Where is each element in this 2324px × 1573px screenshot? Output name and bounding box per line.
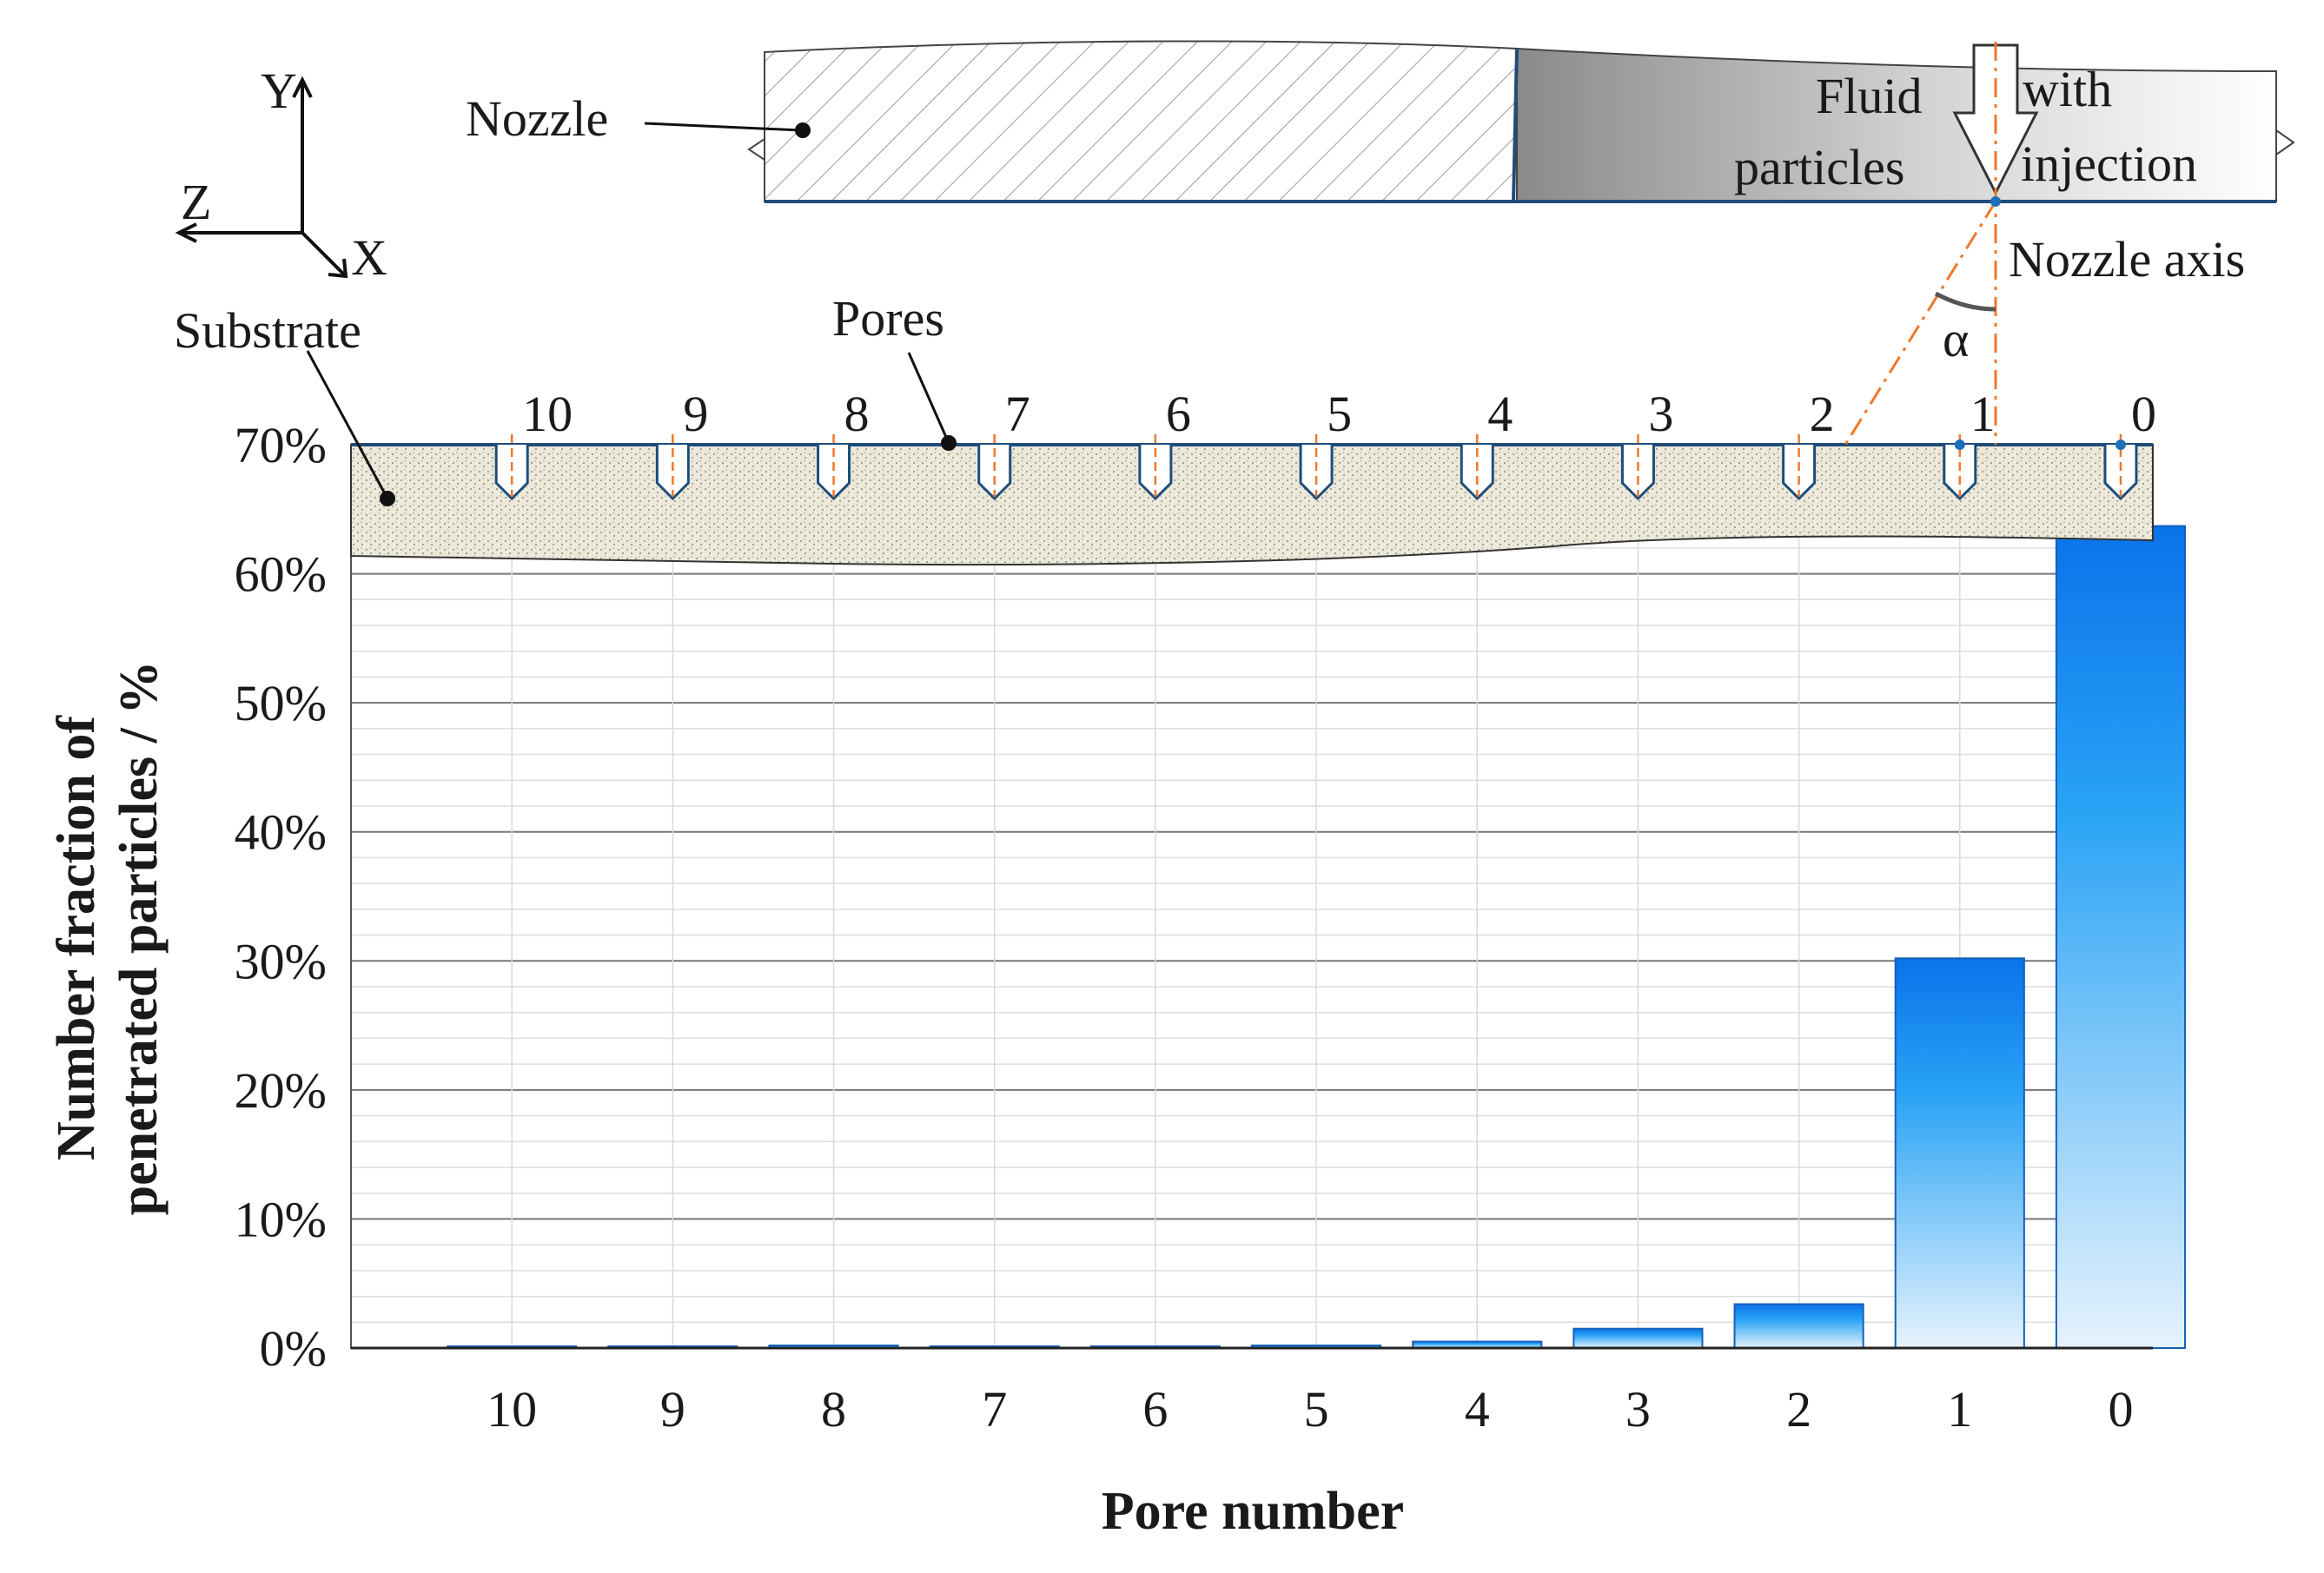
pores-row: [494, 434, 2138, 501]
x-tick-label: 8: [821, 1381, 846, 1438]
x-tick-label: 6: [1142, 1381, 1168, 1438]
axis-label-x: X: [351, 229, 387, 286]
axis-label-y: Y: [261, 63, 297, 119]
x-tick-label: 2: [1786, 1381, 1811, 1438]
bar-pore-0: [2055, 525, 2187, 1349]
y-tick-label: 70%: [235, 417, 327, 473]
bar-pore-1: [1894, 957, 2025, 1350]
pores-label: Pores: [832, 290, 944, 347]
pore-9: [655, 445, 690, 501]
x-tick-label: 0: [2108, 1381, 2133, 1438]
pore-0: [2103, 445, 2138, 501]
nozzle-label: Nozzle: [466, 90, 608, 147]
pore-number-label: 2: [1810, 386, 1835, 442]
pore-1: [1943, 445, 1977, 501]
pore-10: [494, 445, 529, 501]
angle-alpha-label: α: [1943, 311, 1969, 367]
x-arrow-icon: [301, 231, 346, 276]
nozzle-axis: [1844, 42, 2001, 446]
nozzle-leader: [644, 122, 802, 132]
y-tick-label: 60%: [235, 546, 327, 603]
substrate-body: [350, 444, 2154, 565]
bar-pore-2: [1733, 1303, 1864, 1350]
fluid-label-line-1: Fluid: [1816, 68, 1923, 124]
x-tick-label: 3: [1625, 1381, 1651, 1438]
x-tick-labels: 10 9 8 7 6 5 4 3 2 1 0: [487, 1381, 2133, 1438]
pore-number-label: 6: [1166, 386, 1191, 442]
pore-number-label: 8: [844, 386, 870, 442]
pore-number-label: 5: [1327, 386, 1352, 442]
pore-number-label: 0: [2131, 386, 2156, 442]
pore-number-label: 9: [683, 386, 708, 442]
substrate: 10 9 8 7 6 5 4 3 2 1 0: [350, 386, 2156, 565]
pore-number-label: 1: [1970, 386, 1996, 442]
y-axis-title-line-2: penetrated particles / %: [109, 661, 169, 1216]
nozzle-shaded-section: [1516, 47, 2277, 202]
injection-label-line-2: injection: [2021, 135, 2197, 192]
nozzle-shade-boundary: [1512, 48, 1519, 202]
pore-2: [1782, 445, 1817, 501]
y-tick-label: 20%: [235, 1062, 327, 1119]
pore-8: [817, 445, 851, 501]
y-tick-label: 30%: [235, 933, 327, 989]
injection-label-line-1: with: [2023, 61, 2112, 117]
axis-label-z: Z: [181, 174, 211, 230]
angle-arc-icon: [1934, 291, 1996, 312]
bar-series: [447, 525, 2187, 1350]
nozzle-break-icon-right: [2275, 129, 2295, 155]
nozzle-axis-point: [1990, 196, 2001, 207]
pore-inlet-point: [2115, 440, 2126, 450]
plot-area: 0%10%20%30%40%50%60%70% 10 9 8 7 6 5 4 3 2 1 0: [235, 417, 2187, 1438]
y-tick-label: 40%: [235, 804, 327, 861]
pore-number-label: 3: [1648, 386, 1673, 442]
pores-leader: [907, 352, 950, 444]
x-tick-label: 4: [1465, 1381, 1490, 1438]
x-tick-label: 1: [1947, 1381, 1972, 1438]
leader-lines: [306, 122, 950, 499]
coordinate-axes: [175, 76, 348, 279]
vertical-gridlines: [511, 445, 2122, 1348]
x-tick-label: 5: [1304, 1381, 1329, 1438]
bar-pore-3: [1573, 1327, 1704, 1349]
pore-6: [1138, 445, 1173, 501]
nozzle-hatched-section: [764, 40, 1518, 202]
x-tick-label: 10: [487, 1381, 537, 1438]
substrate-leader: [306, 350, 389, 499]
y-axis-title-line-1: Number fraction of: [47, 715, 106, 1160]
pore-inlet-point: [1954, 440, 1965, 450]
pores-leader-dot: [941, 435, 957, 451]
plot-frame: [350, 444, 2154, 1349]
y-axis-title: Number fraction of penetrated particles …: [47, 661, 169, 1216]
x-tick-label: 7: [982, 1381, 1007, 1438]
y-tick-labels: 0% 10% 20% 30% 40% 50% 60% 70%: [235, 417, 327, 1377]
minor-gridlines: [351, 469, 2153, 1324]
pore-5: [1299, 445, 1334, 501]
inclined-jet-line: [1844, 201, 1997, 446]
substrate-leader-dot: [380, 491, 395, 506]
y-tick-label: 0%: [260, 1320, 327, 1377]
y-arrowhead-icon: [292, 76, 313, 98]
major-gridlines: [351, 572, 2153, 1220]
substrate-label: Substrate: [174, 302, 361, 359]
pore-number-label: 7: [1005, 386, 1030, 442]
x-tick-label: 9: [660, 1381, 685, 1438]
y-tick-label: 50%: [235, 675, 327, 731]
x-arrowhead-icon: [328, 258, 348, 279]
pore-number-labels: 10 9 8 7 6 5 4 3 2 1 0: [522, 386, 2156, 442]
pore-number-label: 4: [1487, 386, 1513, 442]
nozzle-leader-dot: [795, 122, 811, 138]
pore-number-label: 10: [522, 386, 573, 442]
x-axis-title: Pore number: [1102, 1482, 1404, 1541]
nozzle: [747, 40, 2295, 203]
nozzle-break-icon-left: [747, 138, 765, 161]
nozzle-axis-label: Nozzle axis: [2009, 231, 2245, 288]
y-tick-label: 10%: [235, 1191, 327, 1247]
pore-7: [977, 445, 1012, 501]
fluid-label-line-2: particles: [1734, 139, 1904, 195]
pore-3: [1620, 445, 1655, 501]
pore-4: [1460, 445, 1494, 501]
z-arrowhead-icon: [175, 222, 197, 243]
